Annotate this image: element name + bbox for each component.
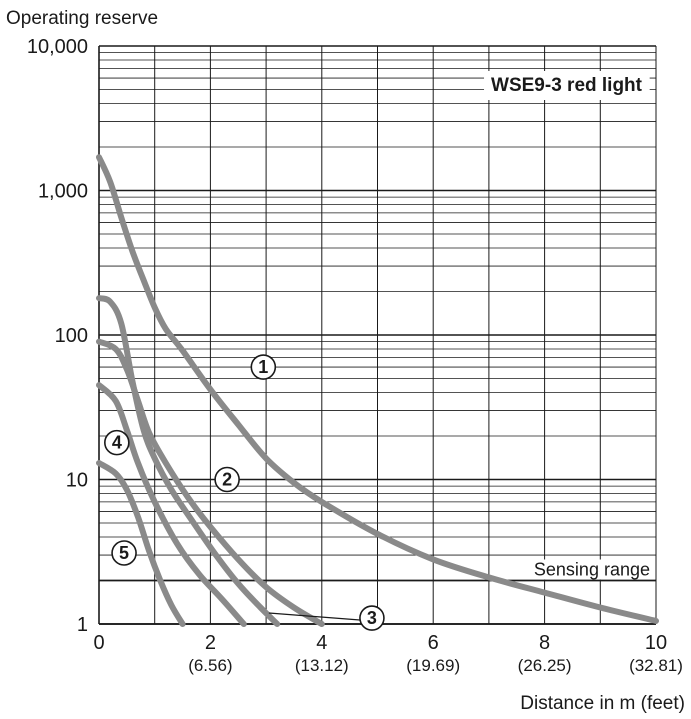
y-tick-label: 1 [77,614,88,636]
series-marker-label-2: 2 [222,470,232,490]
x-tick-labels: 0 2 (6.56) 4 (13.12) 6 (19.69) 8 (26.25) 10 (32.81… [93,632,683,675]
sensing-range-label-box: Sensing range [530,559,653,580]
series-marker-1 [250,354,277,380]
x-tick-label: 2 [205,632,216,654]
series-marker-2 [214,466,240,493]
callout-layer [268,612,360,621]
series-marker-3 [359,605,385,631]
x-tick-label: 6 [428,632,439,654]
sensing-range-label: Sensing range [534,560,650,580]
x-tick-label: 0 [93,632,104,654]
y-tick-labels: 1 10 100 1,000 10,000 [27,36,88,636]
series-markers: 1 2 3 4 5 [104,354,385,631]
y-tick-label: 10,000 [27,36,88,58]
series-line-1 [96,154,659,624]
x-tick-label: 10 [645,632,667,654]
y-tick-label: 1,000 [38,181,88,203]
series-marker-label-1: 1 [258,357,268,377]
series-line-5 [96,460,186,627]
y-tick-label: 10 [66,470,88,492]
x-tick-sublabel: (19.69) [406,656,460,675]
series-marker-label-5: 5 [119,543,129,563]
y-axis-label: Operating reserve [6,8,158,29]
series-marker-label-3: 3 [367,608,377,628]
series-marker-5 [111,540,137,566]
x-tick-label: 4 [316,632,327,654]
x-tick-label: 8 [539,632,550,654]
x-tick-sublabel: (26.25) [518,656,572,675]
series-marker-4 [104,429,130,456]
chart-title: WSE9-3 red light [491,75,643,96]
x-tick-sublabel: (6.56) [188,656,232,675]
series-marker-label-4: 4 [112,433,122,453]
x-tick-sublabel: (32.81) [629,656,683,675]
series-line-4 [96,382,247,627]
x-tick-sublabel: (13.12) [295,656,349,675]
series-line-3 [96,295,281,627]
y-tick-label: 100 [55,325,88,347]
series-layer [96,154,659,627]
series-3-leader-line [268,612,360,621]
chart-title-box: WSE9-3 red light [484,71,650,100]
grid [98,45,657,625]
series-line-2 [96,338,325,627]
x-axis-label: Distance in m (feet) [520,693,685,714]
